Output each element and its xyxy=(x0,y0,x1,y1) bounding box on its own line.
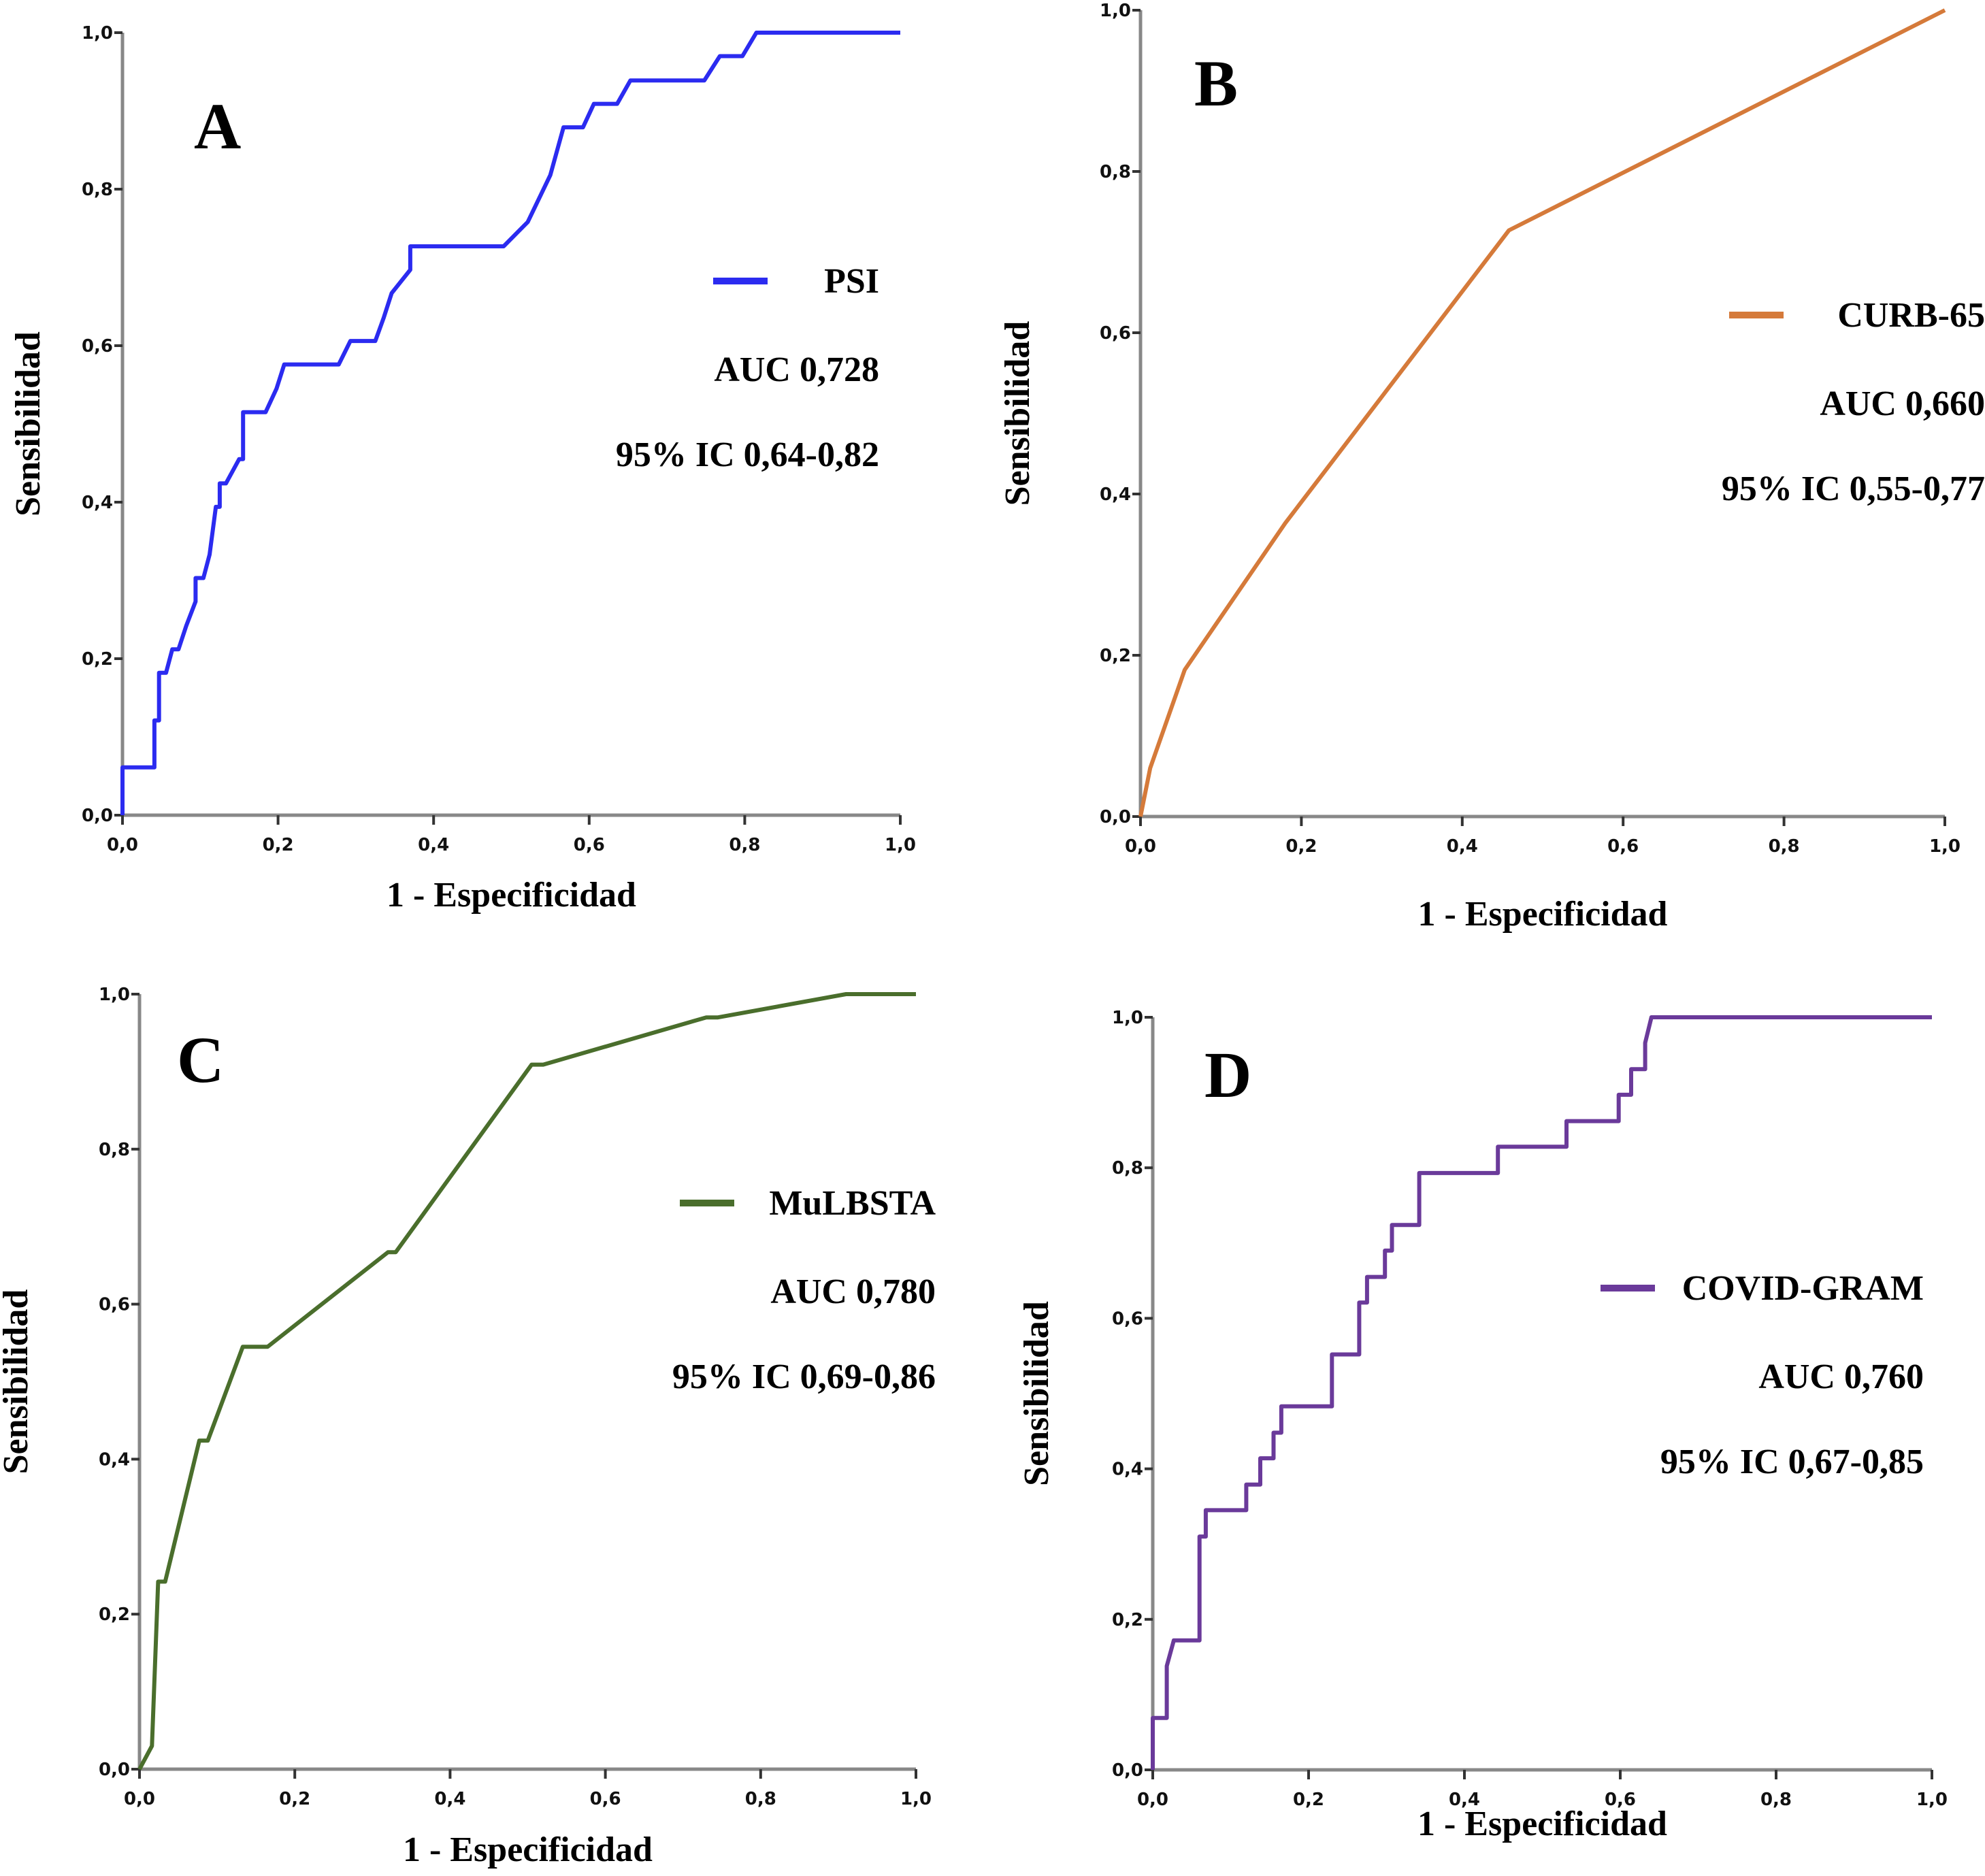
ci-annotation: 95% IC 0,69-0,86 xyxy=(672,1357,936,1396)
roc-curve-psi xyxy=(120,31,900,815)
x-tick-label: 0,6 xyxy=(1607,836,1639,857)
y-tick-label: 1,0 xyxy=(1112,1008,1143,1028)
x-tick-label: 0,0 xyxy=(1137,1790,1168,1810)
y-tick-label: 0,0 xyxy=(82,806,113,826)
legend-label: PSI xyxy=(824,262,879,301)
y-tick-label: 0,6 xyxy=(82,336,113,357)
x-tick-label: 1,0 xyxy=(1929,836,1961,857)
y-tick-label: 0,2 xyxy=(99,1605,130,1625)
ci-annotation: 95% IC 0,67-0,85 xyxy=(1660,1443,1924,1481)
x-tick-label: 1,0 xyxy=(1916,1790,1948,1810)
y-tick-label: 0,2 xyxy=(1100,646,1131,666)
x-axis-title: 1 - Especificidad xyxy=(1417,1805,1667,1843)
y-tick-label: 0,0 xyxy=(1100,807,1131,827)
y-tick-label: 1,0 xyxy=(99,985,130,1005)
roc-panel-b: 0,0 0,2 0,4 0,6 0,8 1,0 0,0 0,2 0,4 0,6 0,8 1,0 1 - … xyxy=(998,1,1985,934)
y-tick-label: 0,2 xyxy=(82,649,113,670)
auc-annotation: AUC 0,728 xyxy=(714,350,879,389)
x-tick-label: 0,2 xyxy=(1293,1790,1324,1810)
x-tick-label: 0,2 xyxy=(263,835,294,855)
x-tick-label: 0,8 xyxy=(729,835,760,855)
x-tick-label: 0,4 xyxy=(434,1789,465,1809)
ci-annotation: 95% IC 0,55-0,77 xyxy=(1722,470,1985,508)
y-tick-label: 0,6 xyxy=(1100,323,1131,344)
y-tick-label: 0,6 xyxy=(99,1295,130,1315)
x-axis-title: 1 - Especificidad xyxy=(1418,895,1668,934)
y-tick-label: 0,8 xyxy=(1112,1158,1143,1179)
x-tick-label: 0,4 xyxy=(1449,1790,1480,1810)
y-tick-label: 0,0 xyxy=(99,1760,130,1780)
y-axis-title: Sensibilidad xyxy=(1017,1301,1056,1486)
x-tick-label: 0,8 xyxy=(1769,836,1800,857)
x-tick-label: 0,6 xyxy=(1605,1790,1636,1810)
panel-letter: C xyxy=(177,1023,224,1096)
x-tick-label: 0,4 xyxy=(418,835,449,855)
y-tick-label: 0,8 xyxy=(99,1140,130,1160)
roc-curve-covid-gram xyxy=(1151,1015,1932,1770)
panel-letter: D xyxy=(1204,1038,1251,1111)
legend-label: COVID-GRAM xyxy=(1682,1269,1924,1308)
x-tick-label: 0,2 xyxy=(279,1789,310,1809)
x-tick-label: 0,0 xyxy=(124,1789,155,1809)
x-tick-label: 0,8 xyxy=(745,1789,776,1809)
x-tick-label: 0,4 xyxy=(1447,836,1478,857)
auc-annotation: AUC 0,760 xyxy=(1758,1357,1924,1396)
ci-annotation: 95% IC 0,64-0,82 xyxy=(616,435,879,474)
x-tick-label: 0,0 xyxy=(107,835,138,855)
x-tick-label: 0,0 xyxy=(1125,836,1156,857)
y-tick-label: 0,8 xyxy=(1100,162,1131,182)
auc-annotation: AUC 0,780 xyxy=(770,1272,936,1311)
roc-curve-mulbsta xyxy=(137,992,916,1771)
y-tick-label: 0,4 xyxy=(1112,1460,1143,1480)
roc-panel-a: 0,0 0,2 0,4 0,6 0,8 1,0 0,0 0,2 0,4 0,6 0,8 1,0 1 - … xyxy=(9,23,916,915)
auc-annotation: AUC 0,660 xyxy=(1820,384,1985,423)
y-tick-label: 0,0 xyxy=(1112,1760,1143,1781)
y-axis-title: Sensibilidad xyxy=(998,321,1037,506)
y-tick-label: 0,4 xyxy=(1100,484,1131,505)
y-tick-label: 1,0 xyxy=(82,23,113,44)
x-tick-label: 0,6 xyxy=(574,835,605,855)
y-axis-title: Sensibilidad xyxy=(9,331,48,516)
legend-label: MuLBSTA xyxy=(769,1184,936,1223)
x-tick-label: 0,6 xyxy=(590,1789,621,1809)
roc-curve-curb-65 xyxy=(1138,8,1946,817)
roc-panel-d: 0,0 0,2 0,4 0,6 0,8 1,0 0,0 0,2 0,4 0,6 0,8 1,0 1 - … xyxy=(1017,1008,1948,1843)
y-tick-label: 0,8 xyxy=(82,180,113,200)
y-tick-label: 0,6 xyxy=(1112,1309,1143,1329)
panel-letter: A xyxy=(194,90,241,163)
y-tick-label: 0,4 xyxy=(99,1449,130,1470)
panel-letter: B xyxy=(1194,47,1238,120)
y-tick-label: 0,4 xyxy=(82,493,113,513)
roc-panel-c: 0,0 0,2 0,4 0,6 0,8 1,0 0,0 0,2 0,4 0,6 0,8 1,0 1 - … xyxy=(0,985,936,1869)
x-tick-label: 1,0 xyxy=(900,1789,932,1809)
y-tick-label: 1,0 xyxy=(1100,1,1131,21)
x-tick-label: 1,0 xyxy=(885,835,916,855)
y-tick-label: 0,2 xyxy=(1112,1610,1143,1630)
legend-label: CURB-65 xyxy=(1837,296,1985,335)
x-tick-label: 0,2 xyxy=(1285,836,1317,857)
x-tick-label: 0,8 xyxy=(1760,1790,1792,1810)
y-axis-title: Sensibilidad xyxy=(0,1289,35,1475)
x-axis-title: 1 - Especificidad xyxy=(387,876,636,915)
x-axis-title: 1 - Especificidad xyxy=(403,1830,653,1869)
